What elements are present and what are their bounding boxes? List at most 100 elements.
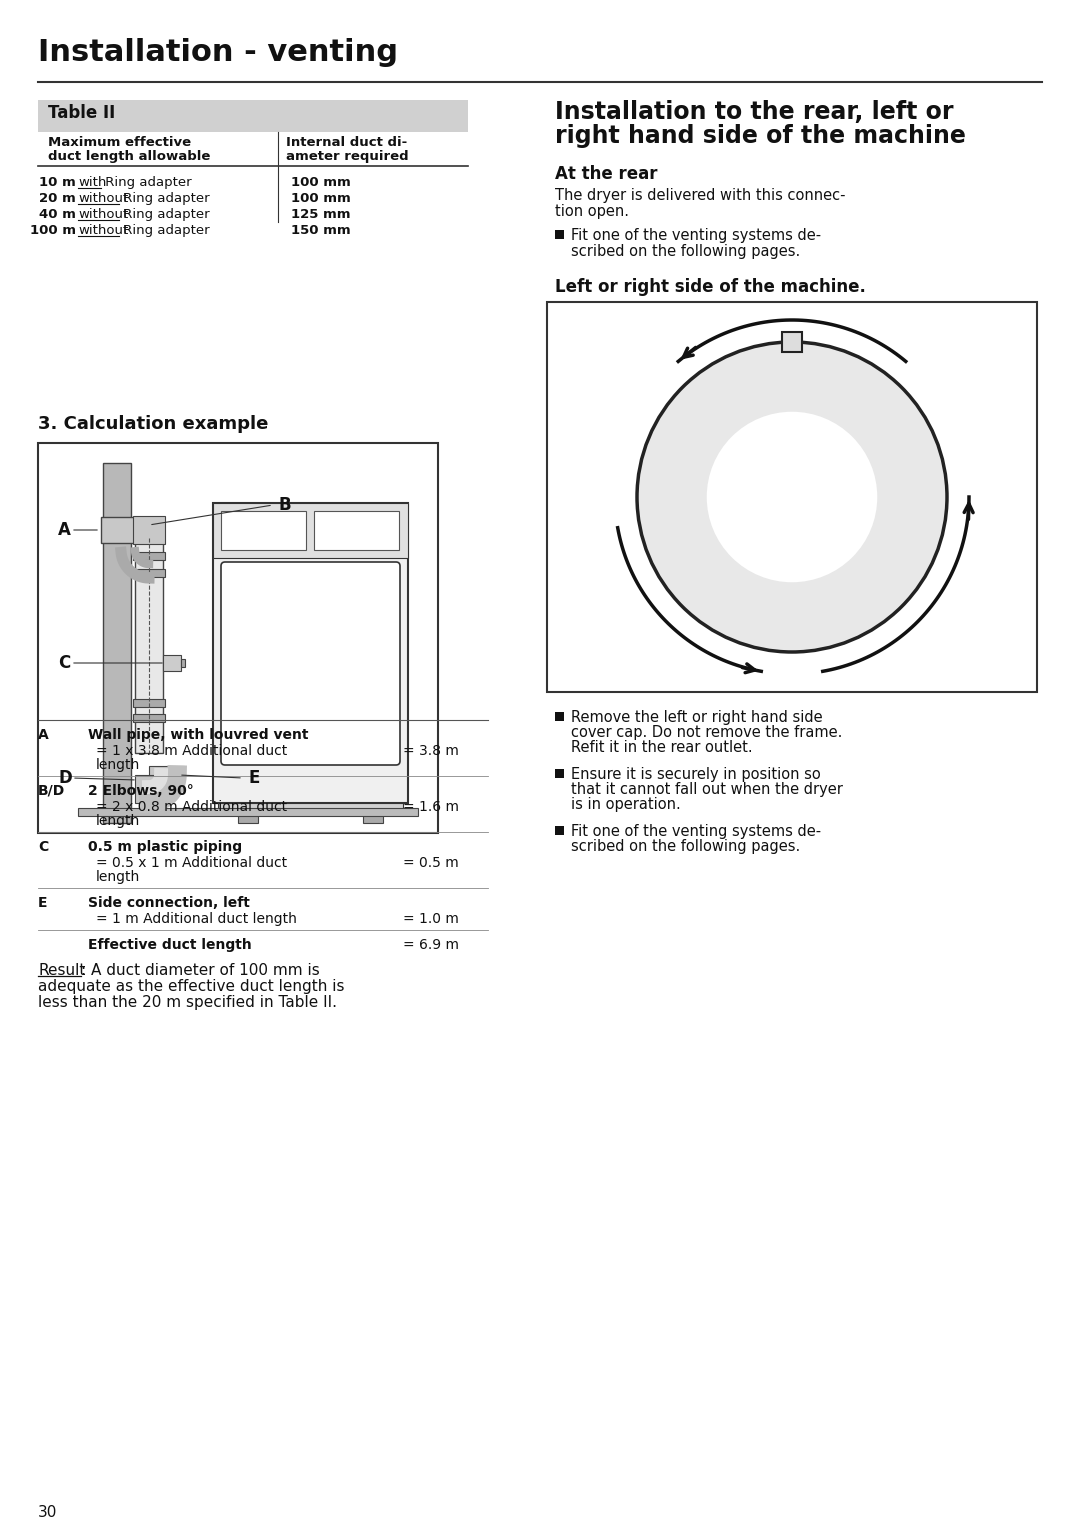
Text: adequate as the effective duct length is: adequate as the effective duct length is [38, 979, 345, 994]
Text: D: D [58, 769, 71, 787]
Bar [133, 569, 165, 576]
Text: = 2 x 0.8 m Additional duct: = 2 x 0.8 m Additional duct [96, 800, 287, 813]
Text: length: length [96, 870, 140, 884]
Circle shape [637, 342, 947, 651]
Text: B: B [278, 495, 291, 514]
Text: C: C [38, 839, 49, 855]
Text: Table II: Table II [48, 104, 116, 122]
Text: duct length allowable: duct length allowable [48, 150, 211, 164]
Bar [221, 511, 306, 550]
Text: Installation - venting: Installation - venting [38, 38, 399, 67]
Text: A: A [58, 521, 71, 540]
Bar [238, 815, 258, 823]
Bar [555, 229, 564, 239]
Text: Ring adapter: Ring adapter [119, 225, 210, 237]
Bar [782, 332, 802, 352]
FancyBboxPatch shape [221, 563, 400, 764]
Text: without: without [78, 225, 129, 237]
Text: 125 mm: 125 mm [291, 208, 351, 222]
Text: : A duct diameter of 100 mm is: : A duct diameter of 100 mm is [81, 963, 320, 979]
Text: 30: 30 [38, 1505, 57, 1520]
Bar [181, 659, 185, 667]
Text: Remove the left or right hand side: Remove the left or right hand side [571, 709, 823, 725]
Text: right hand side of the machine: right hand side of the machine [555, 124, 966, 148]
Text: = 3.8 m: = 3.8 m [403, 745, 459, 758]
Text: 10 m: 10 m [39, 176, 76, 190]
Text: Result: Result [38, 963, 85, 979]
Bar [546, 303, 1037, 693]
Bar [555, 713, 564, 722]
Bar [102, 517, 151, 543]
Bar [133, 699, 165, 706]
Text: E: E [248, 769, 259, 787]
Bar [314, 511, 399, 550]
Circle shape [706, 411, 877, 583]
Bar [213, 503, 408, 803]
Text: is in operation.: is in operation. [571, 797, 680, 812]
Text: Side connection, left: Side connection, left [87, 896, 249, 910]
Text: 0.5 m plastic piping: 0.5 m plastic piping [87, 839, 242, 855]
Text: scribed on the following pages.: scribed on the following pages. [571, 839, 800, 855]
Text: = 1 x 3.8 m Additional duct: = 1 x 3.8 m Additional duct [96, 745, 287, 758]
Text: Left or right side of the machine.: Left or right side of the machine. [555, 278, 866, 297]
Bar [149, 766, 184, 780]
Text: = 0.5 m: = 0.5 m [403, 856, 459, 870]
Bar [133, 552, 165, 560]
Text: Ring adapter: Ring adapter [119, 193, 210, 205]
Text: length: length [96, 758, 140, 772]
Text: cover cap. Do not remove the frame.: cover cap. Do not remove the frame. [571, 725, 842, 740]
Bar [218, 803, 403, 815]
Bar [135, 538, 163, 752]
Bar [38, 443, 438, 833]
Bar [135, 775, 163, 803]
Text: 3. Calculation example: 3. Calculation example [38, 414, 268, 433]
Text: Ensure it is securely in position so: Ensure it is securely in position so [571, 768, 821, 781]
Text: Ring adapter: Ring adapter [102, 176, 192, 190]
Text: tion open.: tion open. [555, 203, 629, 219]
Text: with: with [78, 176, 106, 190]
Text: ameter required: ameter required [286, 150, 408, 164]
Bar [78, 807, 418, 816]
Text: = 1 m Additional duct length: = 1 m Additional duct length [96, 911, 297, 927]
Text: = 0.5 x 1 m Additional duct: = 0.5 x 1 m Additional duct [96, 856, 287, 870]
Text: Ring adapter: Ring adapter [119, 208, 210, 222]
Bar [213, 503, 408, 558]
Text: scribed on the following pages.: scribed on the following pages. [571, 245, 800, 258]
Text: less than the 20 m specified in Table II.: less than the 20 m specified in Table II… [38, 995, 337, 1011]
Text: 40 m: 40 m [39, 208, 76, 222]
Text: = 1.0 m: = 1.0 m [403, 911, 459, 927]
Bar [363, 815, 383, 823]
Text: The dryer is delivered with this connec-: The dryer is delivered with this connec- [555, 188, 846, 203]
Text: E: E [38, 896, 48, 910]
Text: 150 mm: 150 mm [291, 225, 351, 237]
Text: Installation to the rear, left or: Installation to the rear, left or [555, 99, 954, 124]
Text: = 1.6 m: = 1.6 m [403, 800, 459, 813]
Text: Internal duct di-: Internal duct di- [286, 136, 407, 148]
Text: Fit one of the venting systems de-: Fit one of the venting systems de- [571, 824, 821, 839]
Bar [103, 463, 131, 823]
Text: Refit it in the rear outlet.: Refit it in the rear outlet. [571, 740, 753, 755]
Text: At the rear: At the rear [555, 165, 658, 183]
Text: 2 Elbows, 90°: 2 Elbows, 90° [87, 784, 193, 798]
Text: = 6.9 m: = 6.9 m [403, 937, 459, 953]
Text: Effective duct length: Effective duct length [87, 937, 252, 953]
Text: C: C [58, 654, 70, 673]
Text: 100 mm: 100 mm [291, 176, 351, 190]
Text: 20 m: 20 m [39, 193, 76, 205]
Text: without: without [78, 208, 129, 222]
Bar [163, 654, 181, 671]
Text: Fit one of the venting systems de-: Fit one of the venting systems de- [571, 228, 821, 243]
Text: A: A [38, 728, 49, 742]
Text: 100 m: 100 m [30, 225, 76, 237]
Text: Wall pipe, with louvred vent: Wall pipe, with louvred vent [87, 728, 309, 742]
Text: that it cannot fall out when the dryer: that it cannot fall out when the dryer [571, 781, 842, 797]
Text: B/D: B/D [38, 784, 65, 798]
Text: length: length [96, 813, 140, 829]
Bar [133, 515, 165, 544]
Bar [555, 826, 564, 835]
Bar [38, 99, 468, 131]
Bar [555, 769, 564, 778]
Bar [133, 714, 165, 722]
Text: without: without [78, 193, 129, 205]
Text: 100 mm: 100 mm [291, 193, 351, 205]
